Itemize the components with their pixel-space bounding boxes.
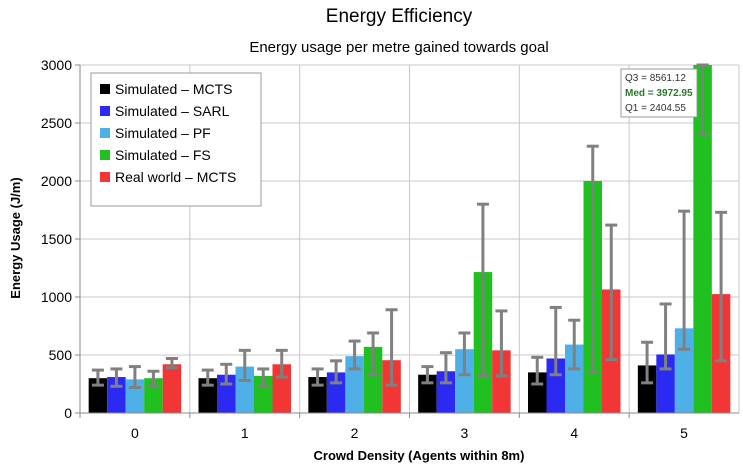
bar xyxy=(693,65,712,413)
legend-swatch xyxy=(100,150,110,160)
legend-swatch xyxy=(100,106,110,116)
y-tick-label: 1000 xyxy=(41,289,72,305)
x-tick-label: 1 xyxy=(241,425,249,441)
chart-subtitle: Energy usage per metre gained towards go… xyxy=(249,39,548,56)
x-tick-label: 2 xyxy=(351,425,359,441)
x-tick-label: 4 xyxy=(570,425,578,441)
x-tick-label: 3 xyxy=(461,425,469,441)
legend-label: Simulated – MCTS xyxy=(115,81,232,97)
x-axis-label: Crowd Density (Agents within 8m) xyxy=(314,448,525,463)
legend: Simulated – MCTS Simulated – SARL Simulate… xyxy=(90,72,262,207)
bar xyxy=(235,366,254,413)
y-tick-label: 500 xyxy=(49,347,73,363)
x-tick-label: 5 xyxy=(680,425,688,441)
annotation-q1: Q1 = 2404.55 xyxy=(625,103,686,114)
bar xyxy=(198,378,217,413)
chart-title: Energy Efficiency xyxy=(326,6,473,27)
legend-label: Real world – MCTS xyxy=(115,169,236,185)
bar xyxy=(492,350,511,413)
bar xyxy=(363,346,383,413)
axes: 0 500 1000 1500 2000 2500 3000 0 1 2 3 4 5 xyxy=(41,57,739,441)
y-tick-label: 0 xyxy=(64,405,72,421)
annotation-median: Med = 3972.95 xyxy=(625,88,693,99)
y-tick-label: 3000 xyxy=(41,57,72,73)
legend-box xyxy=(90,72,262,207)
bar xyxy=(546,358,565,413)
bar xyxy=(637,365,657,413)
y-tick-label: 2000 xyxy=(41,173,72,189)
legend-label: Simulated – SARL xyxy=(115,103,230,119)
annotation-q3: Q3 = 8561.12 xyxy=(625,73,686,84)
legend-swatch xyxy=(100,172,110,182)
error-bars xyxy=(91,63,728,389)
y-tick-label: 1500 xyxy=(41,231,72,247)
annotation-frame xyxy=(620,68,698,118)
bar xyxy=(565,344,584,413)
legend-swatch xyxy=(100,84,110,94)
bar xyxy=(455,349,474,413)
legend-label: Simulated – FS xyxy=(115,147,211,163)
annotation-box: Q3 = 8561.12 Med = 3972.95 Q1 = 2404.55 xyxy=(620,68,698,118)
bar xyxy=(162,364,182,413)
y-tick-label: 2500 xyxy=(41,115,72,131)
x-tick-label: 0 xyxy=(131,425,139,441)
bar xyxy=(88,378,108,413)
legend-swatch xyxy=(100,128,110,138)
y-axis-label: Energy Usage (J/m) xyxy=(8,177,23,298)
legend-label: Simulated – PF xyxy=(115,125,211,141)
